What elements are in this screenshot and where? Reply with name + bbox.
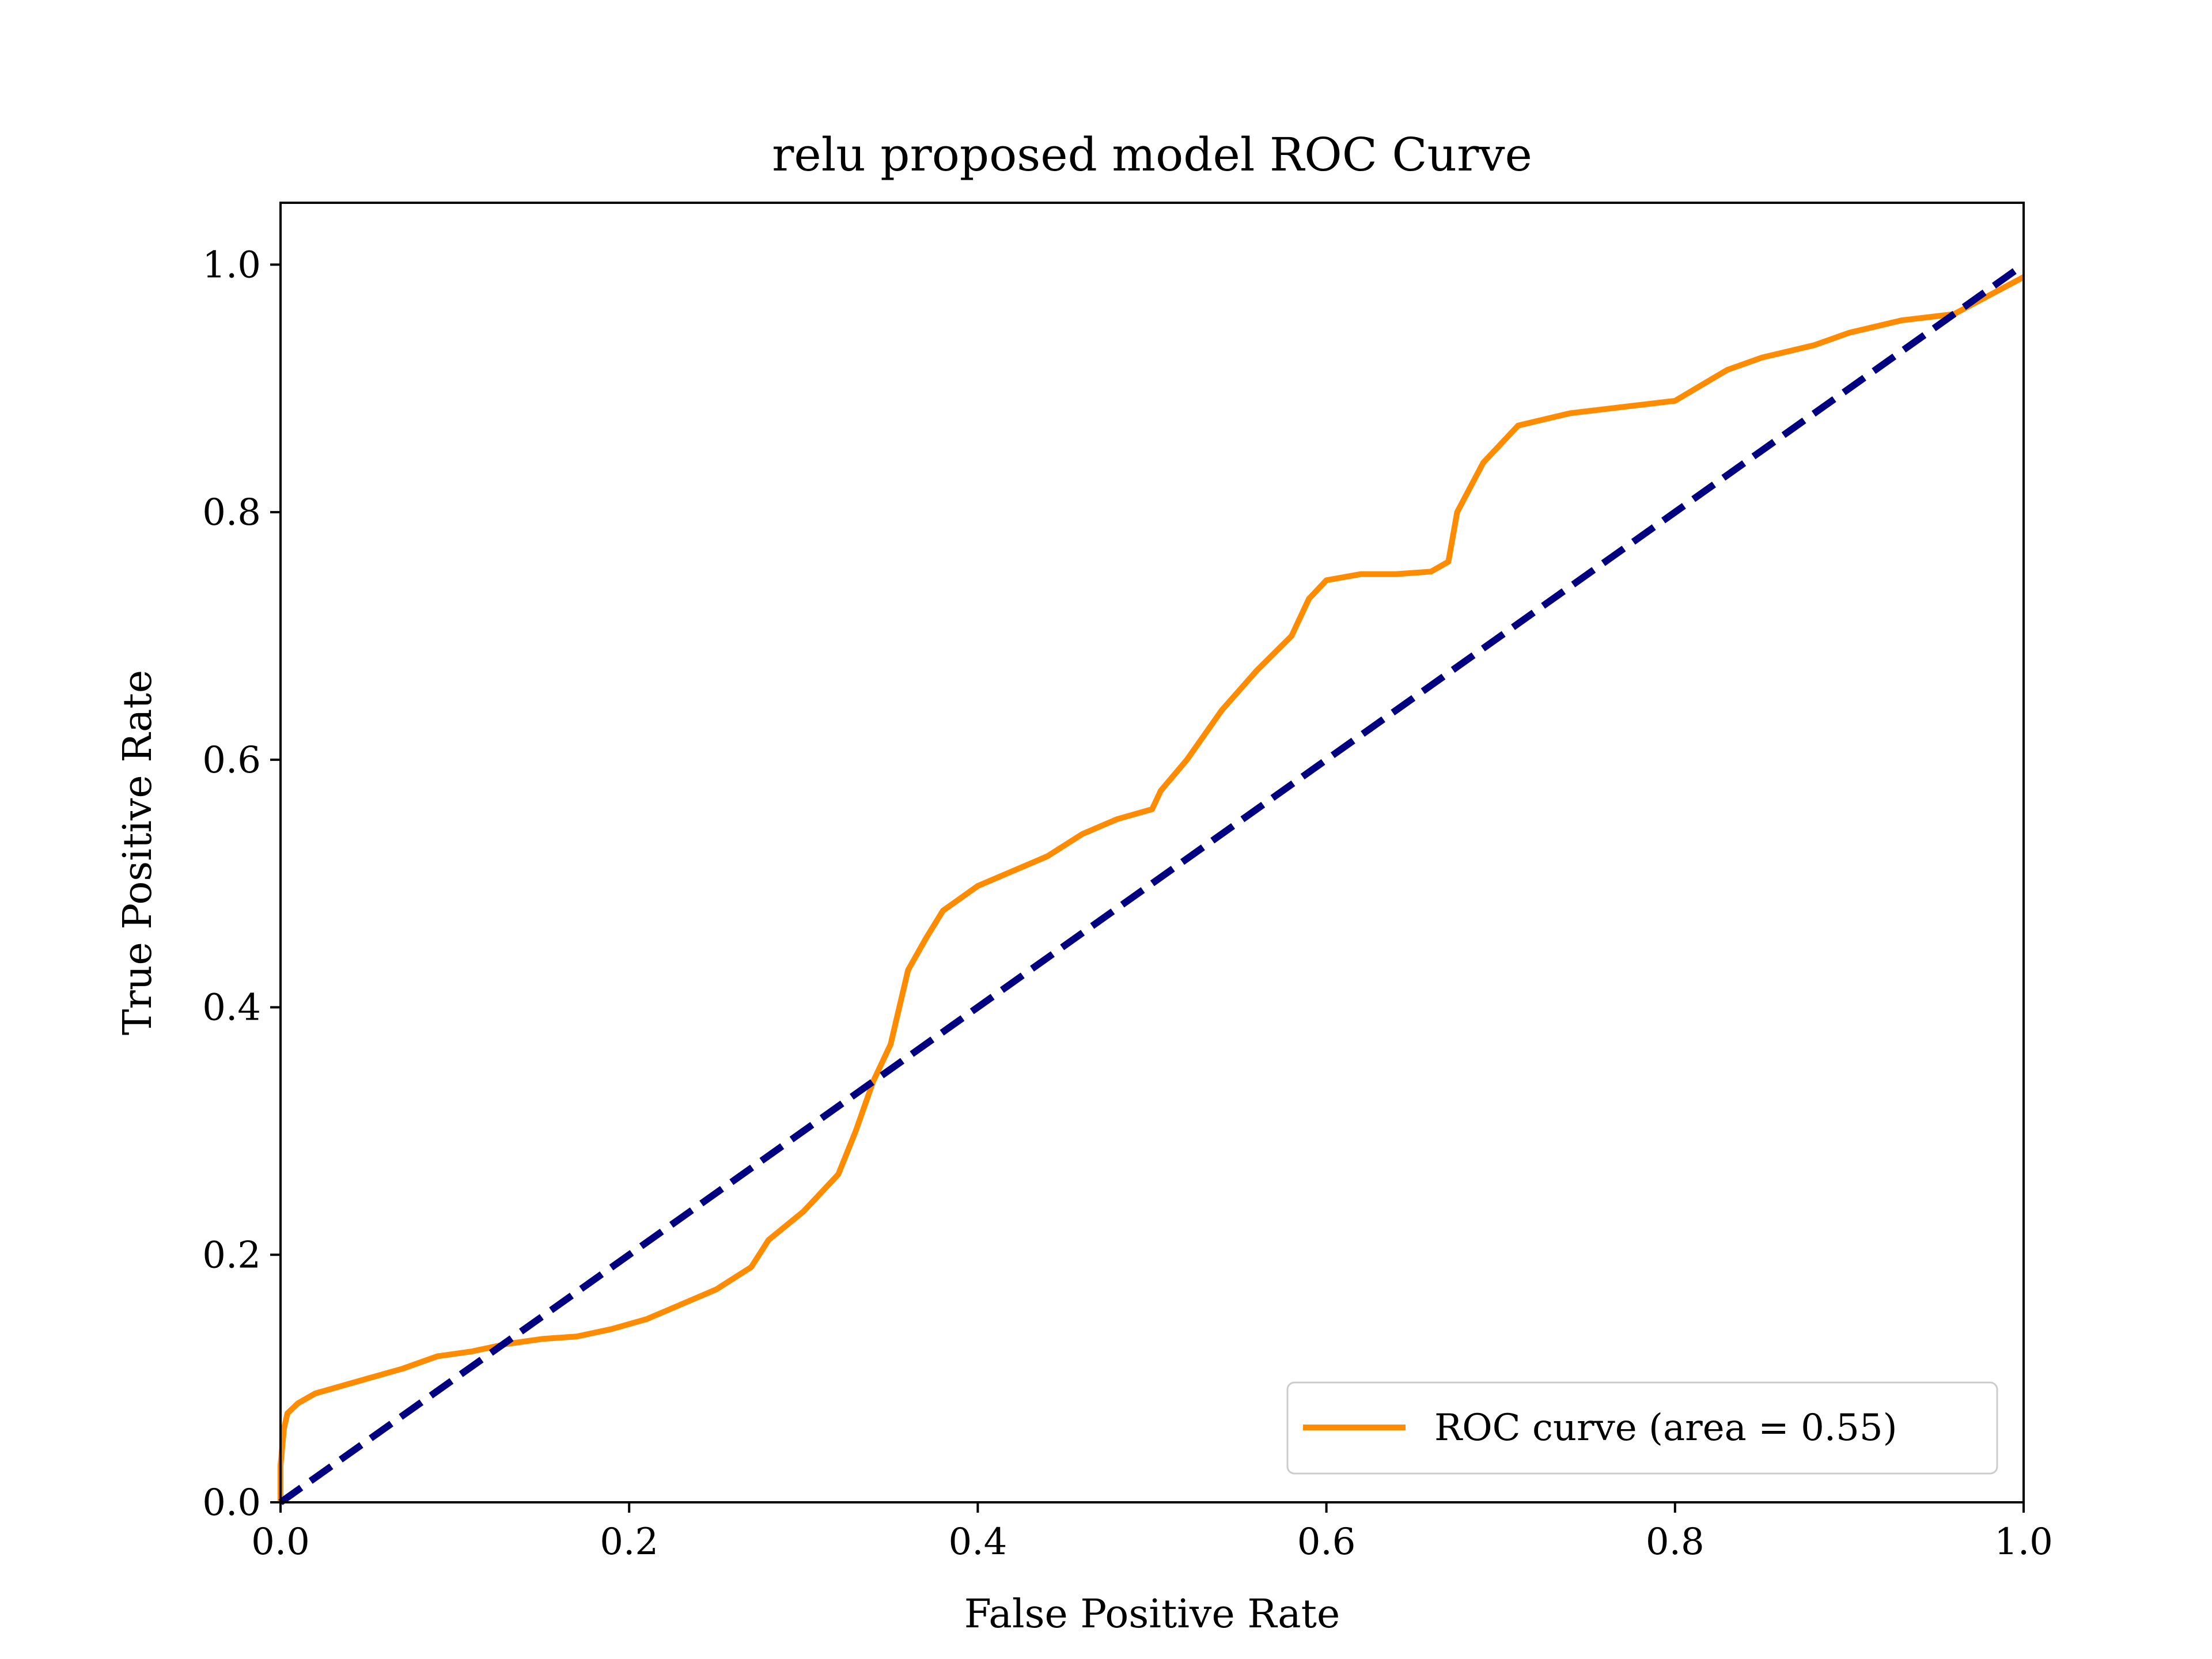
y-tick-label: 1.0 [202, 244, 261, 286]
legend-box [1286, 1381, 1998, 1475]
y-tick-label: 0.6 [202, 739, 261, 782]
x-axis-label: False Positive Rate [964, 1592, 1340, 1637]
chance-diagonal-line [278, 262, 2026, 1505]
legend: ROC curve (area = 0.55) [1286, 1381, 1998, 1475]
chart-title: relu proposed model ROC Curve [772, 128, 1532, 181]
x-tick-label: 0.6 [1297, 1521, 1356, 1563]
x-tick-label: 0.4 [949, 1521, 1007, 1563]
y-tick-label: 0.4 [202, 987, 261, 1029]
x-tick-label: 0.8 [1646, 1521, 1705, 1563]
tick-layer: 0.0 0.2 0.4 0.6 0.8 1.0 0.0 0.2 0.4 0.6 0.8 1.0 [202, 244, 2053, 1563]
x-tick-label: 0.2 [600, 1521, 658, 1563]
y-axis-label: True Positive Rate [115, 670, 161, 1035]
y-tick-label: 0.0 [202, 1482, 261, 1524]
series-layer [278, 262, 2026, 1505]
y-tick-label: 0.8 [202, 491, 261, 534]
y-tick-label: 0.2 [202, 1234, 261, 1277]
x-tick-label: 0.0 [251, 1521, 310, 1563]
legend-entry-label: ROC curve (area = 0.55) [1434, 1407, 1897, 1449]
x-tick-label: 1.0 [1994, 1521, 2053, 1563]
plot-frame [279, 202, 2025, 1503]
roc-curve-line [278, 274, 2025, 1502]
